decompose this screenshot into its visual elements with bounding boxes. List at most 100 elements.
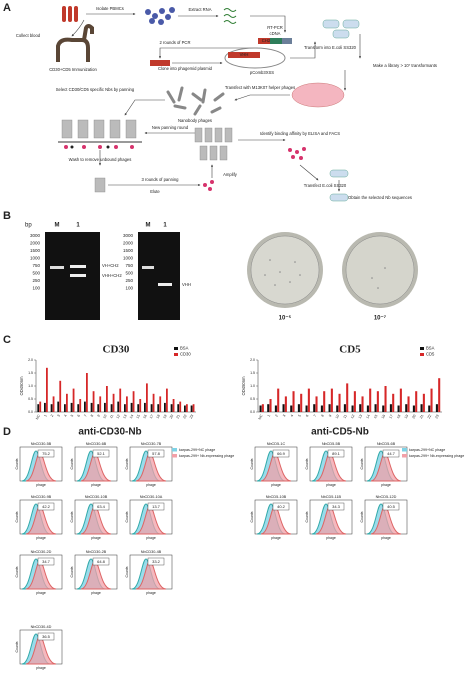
bar <box>44 402 46 412</box>
lane-label: 1 <box>163 223 167 229</box>
panel-label: A <box>3 2 11 14</box>
gate-value: 66.9 <box>277 451 286 456</box>
y-tick-label: 0.5 <box>250 397 255 401</box>
y-tick-label: 1.0 <box>28 384 33 388</box>
marker-label: 500 <box>125 271 133 276</box>
clone-name: NbCD30-5B <box>31 442 52 446</box>
step-label: Select CD30/CD5 specific Nbs by panning <box>56 87 135 92</box>
clone-name: NbCD5-10B <box>266 495 287 499</box>
panel-a: A <box>3 2 362 202</box>
step-label: VHH <box>240 52 249 57</box>
y-axis-label: Counts <box>250 511 254 522</box>
gate-value: 33.2 <box>152 559 161 564</box>
bar <box>290 405 293 412</box>
bar <box>39 401 42 412</box>
x-axis-label: phage <box>36 536 46 540</box>
legend-label: BSA <box>426 346 435 351</box>
bar <box>415 391 418 412</box>
bar <box>336 405 339 412</box>
bar <box>353 391 356 412</box>
y-axis-label: Counts <box>15 641 19 652</box>
legend-swatch <box>174 347 178 350</box>
marker-label: 100 <box>32 286 40 291</box>
x-axis-label: phage <box>271 536 281 540</box>
step-label: Amplify <box>223 172 238 177</box>
x-axis-label: phage <box>381 536 391 540</box>
x-tick-label: 9 <box>97 414 101 418</box>
clone-name: NbCD30-7B <box>141 442 162 446</box>
y-axis-label: Counts <box>250 458 254 469</box>
bar <box>369 388 372 412</box>
bp-label: bp <box>25 223 32 229</box>
bar <box>267 404 270 412</box>
x-axis-label: phage <box>146 483 156 487</box>
bar <box>405 404 408 412</box>
y-tick-label: 1.5 <box>28 371 33 375</box>
bar <box>52 396 55 412</box>
legend-label: karpas-299+NC phage <box>409 448 445 452</box>
clone-name: NbCD30-4D <box>31 625 52 629</box>
gate-box <box>37 632 55 641</box>
step-label: Identify binding affinity by ELISA and F… <box>260 131 340 136</box>
y-axis-label: Counts <box>70 566 74 577</box>
x-tick-label: 4 <box>63 414 67 418</box>
x-tick-label: 23 <box>434 414 439 419</box>
bar <box>292 391 295 412</box>
bar <box>179 401 182 412</box>
y-tick-label: 0.0 <box>28 410 33 414</box>
x-tick-label: 5 <box>70 414 74 418</box>
gate-box <box>37 449 55 458</box>
bar <box>407 396 410 412</box>
x-tick-label: 11 <box>343 414 348 419</box>
chart-title: CD30 <box>103 344 130 356</box>
gate-value: 75.2 <box>42 451 51 456</box>
legend-swatch <box>420 353 424 356</box>
marker-label: 500 <box>32 271 40 276</box>
x-tick-label: 2 <box>274 414 278 418</box>
bar <box>184 405 186 412</box>
step-label: CD30+CD5 Immunization <box>49 67 97 72</box>
x-tick-label: 12 <box>116 414 121 419</box>
bar <box>366 405 369 412</box>
x-axis-label: phage <box>326 483 336 487</box>
y-tick-label: 2.0 <box>250 358 255 362</box>
bar <box>50 404 53 412</box>
bar <box>126 396 128 412</box>
y-axis-label: Counts <box>15 566 19 577</box>
x-tick-label: 15 <box>136 414 141 419</box>
x-tick-label: 20 <box>411 414 416 419</box>
bar <box>57 401 60 412</box>
step-label: New panning round <box>152 125 189 130</box>
y-tick-label: 0.5 <box>28 397 33 401</box>
group-title: anti-CD30-Nb <box>78 427 141 438</box>
bar <box>428 405 431 412</box>
marker-label: 750 <box>32 263 40 268</box>
bar <box>172 399 175 412</box>
gate-box <box>92 502 110 511</box>
marker-label: 1500 <box>30 248 41 253</box>
y-tick-label: 2.0 <box>28 358 33 362</box>
x-tick-label: 7 <box>313 414 317 418</box>
bar <box>137 404 140 412</box>
gate-box <box>272 449 290 458</box>
y-axis-label: Counts <box>70 458 74 469</box>
bar <box>86 373 88 412</box>
x-tick-label: 22 <box>182 414 187 419</box>
step-label: Nanobody phages <box>178 118 212 123</box>
y-tick-label: 1.5 <box>250 371 255 375</box>
x-tick-label: 18 <box>396 414 401 419</box>
x-tick-label: 6 <box>77 414 81 418</box>
y-axis-label: OD450nm <box>19 376 24 396</box>
x-tick-label: 12 <box>350 414 355 419</box>
y-axis-label: Counts <box>360 511 364 522</box>
bar <box>412 405 415 412</box>
step-label: Make a library > 10⁷ transformants <box>373 63 437 68</box>
x-tick-label: 5 <box>297 414 301 418</box>
y-axis-label: Counts <box>15 511 19 522</box>
x-tick-label: 17 <box>388 414 393 419</box>
x-tick-label: 9 <box>328 414 332 418</box>
x-axis-label: phage <box>36 591 46 595</box>
bar <box>72 388 75 412</box>
marker-label: 1000 <box>123 256 134 261</box>
x-tick-label: NC <box>35 414 41 421</box>
